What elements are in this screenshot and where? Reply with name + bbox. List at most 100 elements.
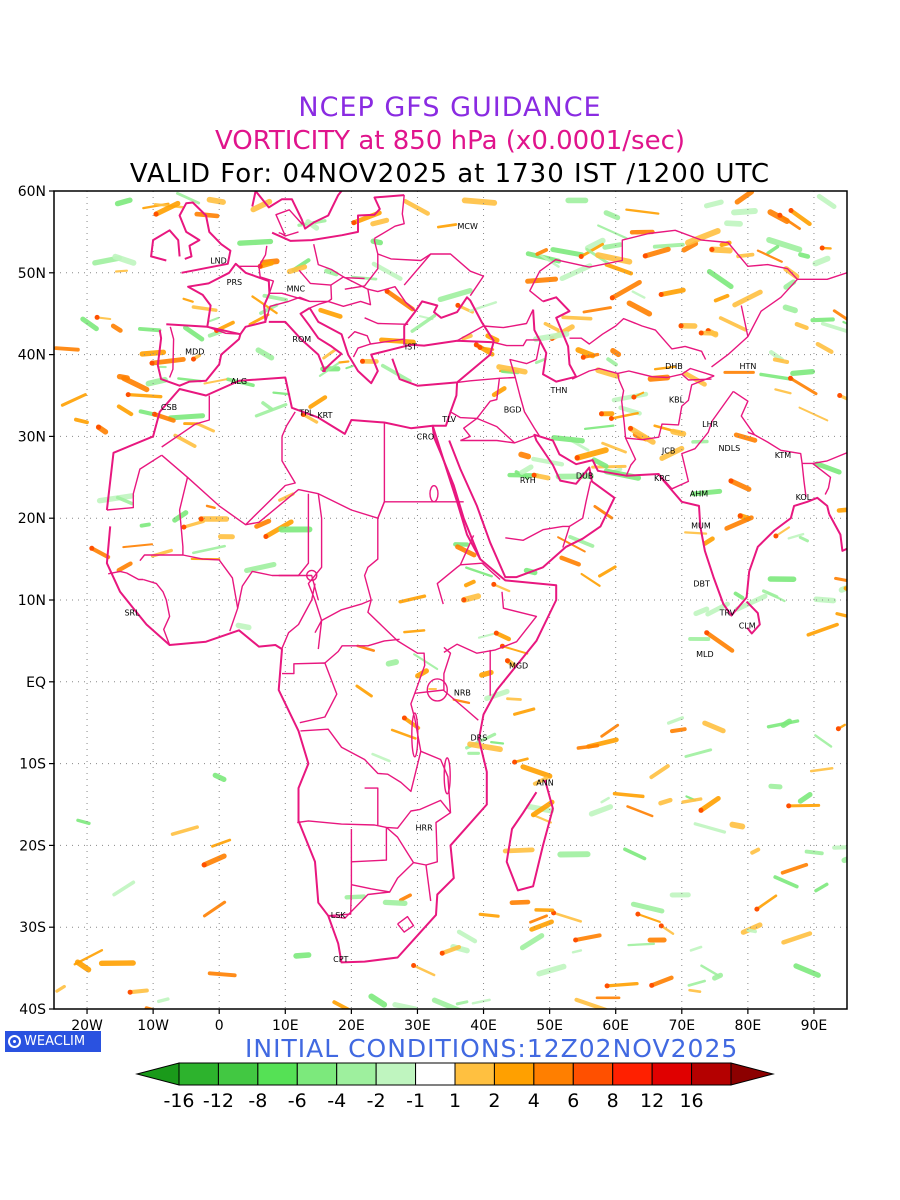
vorticity-streak [440,944,462,956]
vorticity-streak [576,743,600,750]
vorticity-streak [261,401,274,411]
vorticity-streak [157,997,170,1004]
lat-tick-label: EQ [26,675,46,691]
vorticity-streak [278,492,295,502]
vorticity-streak [114,197,133,207]
country-border [239,245,268,267]
vorticity-streak [602,242,623,250]
vorticity-streak [116,373,130,381]
vorticity-streak [551,435,585,444]
vorticity-streak [790,368,816,377]
vorticity-streak [461,197,498,206]
vorticity-streak [110,323,123,333]
vorticity-streak [203,378,228,385]
country-border [383,422,464,503]
country-border [443,591,538,654]
vorticity-streak [479,669,494,678]
country-border [281,583,316,649]
vorticity-streak [766,236,803,253]
vorticity-streak [690,488,723,497]
vorticity-streak [610,348,622,358]
vorticity-streak [600,796,610,804]
vorticity-streak [115,495,134,506]
country-border [370,338,405,345]
city-label: IST [405,342,417,351]
lat-tick-label: 20S [19,838,46,854]
vorticity-core [698,807,704,813]
vorticity-streak [382,899,408,906]
vorticity-core [754,906,760,912]
vorticity-core [477,345,483,350]
vorticity-core [491,581,497,587]
vorticity-streak [54,346,80,352]
city-label: ROM [292,335,311,344]
city-label: TRV [719,608,736,617]
vorticity-streak [684,531,708,535]
vorticity-streak [176,191,201,205]
country-border [300,728,422,793]
colorbar-segment [533,1062,574,1086]
vorticity-core [819,245,825,251]
vorticity-streak [774,388,792,395]
vorticity-core [411,963,417,968]
country-border [278,493,310,577]
vorticity-streak [783,279,797,290]
vorticity-streak [728,478,752,492]
country-border [460,562,501,581]
vorticity-streak [484,688,510,701]
vorticity-streak [153,200,181,217]
weaclim-logo-text: WEACLIM [24,1034,86,1049]
vorticity-core [628,426,634,431]
vorticity-streak [568,535,595,548]
vorticity-streak [398,594,427,604]
country-border [711,272,847,368]
vorticity-streak [293,952,312,959]
lon-tick-label: 20E [338,1018,365,1034]
country-border [460,417,478,442]
vorticity-streak [793,963,821,978]
country-border [314,599,372,634]
city-label: TPL [298,409,314,418]
vorticity-streak [774,526,791,538]
lon-tick-label: 40E [470,1018,497,1034]
vorticity-streak [630,901,665,914]
vorticity-streak [535,248,549,256]
country-border [264,296,310,323]
vorticity-streak [559,555,581,567]
vorticity-streak [604,262,634,276]
vorticity-streak [574,997,608,1009]
country-border [732,390,847,465]
vorticity-streak [574,447,609,461]
vorticity-core [609,295,615,301]
colorbar-label: 16 [679,1090,703,1112]
vorticity-streak [804,849,824,856]
lon-tick-label: 90E [801,1018,828,1034]
city-label: MUM [691,522,711,531]
vorticity-streak [402,198,430,216]
colorbar-label: 4 [528,1090,540,1112]
vorticity-streak [610,411,639,420]
vorticity-core [604,983,610,989]
vorticity-streak [584,237,606,252]
vorticity-streak [693,606,710,617]
country-border [414,646,452,694]
country-border [625,375,715,441]
vorticity-streak [625,208,660,215]
vorticity-streak [832,845,847,850]
country-border [364,317,409,325]
coastline-france [187,262,271,335]
colorbar-segment [572,1062,614,1086]
vorticity-streak [506,697,522,701]
vorticity-streak [344,894,367,900]
vorticity-streak [208,316,220,323]
vorticity-streak [212,772,227,782]
lon-tick-label: 70E [668,1018,695,1034]
vorticity-streak [815,341,834,354]
colorbar-segment [415,1062,456,1086]
country-border [499,376,541,437]
colorbar-label: -4 [327,1090,346,1112]
vorticity-streak [712,972,724,981]
vorticity-streak [733,591,745,600]
vorticity-core [455,302,461,308]
colorbar-label: -8 [248,1090,267,1112]
